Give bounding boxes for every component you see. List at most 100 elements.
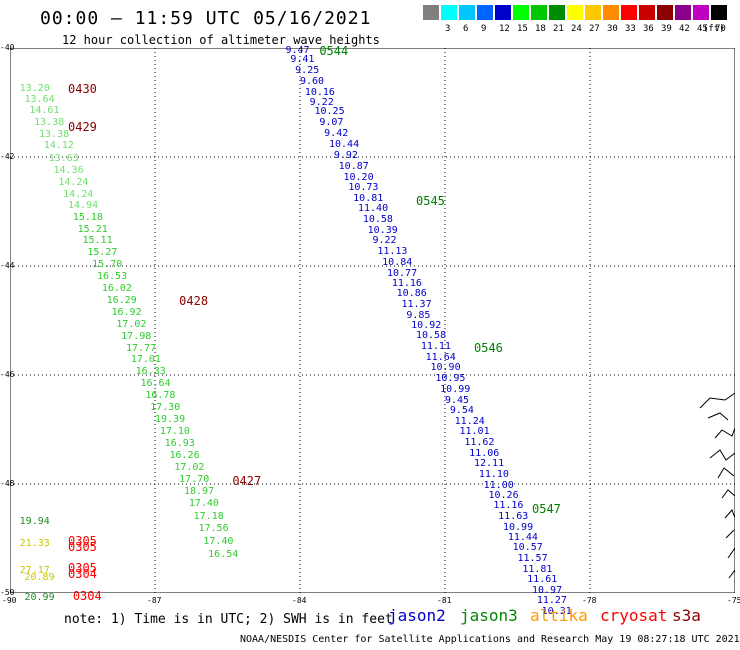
swh-value: 9.22: [372, 235, 397, 247]
legend-label: 33: [625, 24, 636, 34]
page-title: 00:00 – 11:59 UTC 05/16/2021: [40, 8, 372, 29]
swh-value: 16.54: [208, 548, 239, 560]
swh-value: 9.07: [319, 117, 344, 129]
swh-value: 13.63: [48, 152, 79, 164]
swh-value: 10.90: [430, 361, 461, 373]
swh-value: 11.40: [358, 203, 389, 215]
page-subtitle: 12 hour collection of altimeter wave hei…: [62, 33, 380, 47]
gridlines: [10, 48, 735, 593]
swh-value: 10.57: [512, 542, 543, 554]
legend-swatch: [621, 5, 637, 20]
swh-value: 17.18: [193, 510, 224, 522]
legend-label: 27: [589, 24, 600, 34]
swh-value: 10.31: [541, 606, 572, 618]
swh-value: 10.99: [503, 521, 534, 533]
legend-label: 9: [481, 24, 487, 34]
swh-value: 17.02: [116, 318, 147, 330]
swh-value: 10.84: [382, 256, 413, 268]
swh-value: 27.17: [19, 565, 50, 577]
swh-value: 11.62: [464, 437, 495, 449]
swh-value: 10.73: [348, 182, 379, 194]
legend-label: 21: [553, 24, 564, 34]
legend-swatch: [441, 5, 457, 20]
legend-swatch: [549, 5, 565, 20]
legend-label: 39: [661, 24, 672, 34]
legend-label: 3: [445, 24, 451, 34]
swh-value: 9.47: [285, 44, 310, 56]
swh-value: 15.18: [72, 212, 103, 224]
map-plot: 13.20 13.64 14.61 13.38 13.38 14.12 13.63 14.36…: [0, 43, 740, 617]
swh-value: 14.36: [53, 164, 84, 176]
swh-value: 14.12: [43, 140, 74, 152]
swh-value: 15.21: [77, 224, 108, 236]
time-label: 0429: [68, 120, 97, 135]
swh-value: 14.94: [68, 200, 99, 212]
legend-label: 36: [643, 24, 654, 34]
swh-value: 18.97: [184, 486, 215, 498]
swh-value: 10.95: [435, 372, 466, 384]
legend-swatch: [495, 5, 511, 20]
swh-value: 11.16: [493, 500, 524, 512]
time-label: 0427: [232, 474, 262, 489]
legend-label: 30: [607, 24, 618, 34]
legend-swatch: [711, 5, 727, 20]
swh-value: 11.06: [469, 448, 500, 460]
swh-value: 9.54: [449, 404, 474, 416]
legend-swatch: [459, 5, 475, 20]
legend-swatch: [477, 5, 493, 20]
satellite-legend-item: jason3: [460, 606, 518, 625]
swh-value: 10.77: [387, 267, 418, 279]
swh-value: 11.13: [377, 246, 408, 258]
swh-value: 17.30: [150, 401, 181, 413]
swh-value: 13.38: [39, 129, 70, 141]
lat-tick-label: -50: [0, 588, 15, 597]
lat-tick-label: -42: [0, 152, 15, 161]
swh-value: 16.29: [106, 294, 137, 306]
swh-value: 11.37: [401, 298, 432, 310]
time-label: 0545: [416, 193, 445, 208]
time-label: 0304: [68, 566, 97, 581]
time-label: 0546: [474, 340, 503, 355]
swh-value: 17.56: [198, 523, 229, 535]
swh-value: 19.94: [19, 516, 50, 528]
swh-value: 16.92: [111, 306, 142, 318]
swh-value: 21.33: [19, 537, 50, 549]
satellite-legend-item: jason2: [388, 606, 446, 625]
footer-note: note: 1) Time is in UTC; 2) SWH is in fe…: [64, 612, 393, 627]
swh-value: 11.01: [459, 426, 490, 438]
swh-value: 17.40: [188, 498, 219, 510]
legend-swatch: [423, 5, 439, 20]
swh-value: 16.53: [97, 270, 128, 282]
swh-value: 11.00: [483, 479, 514, 491]
lat-tick-label: -40: [0, 43, 15, 52]
swh-value: 10.39: [367, 224, 398, 236]
lon-tick-label: -90: [2, 596, 17, 605]
swh-value: 11.44: [507, 531, 538, 543]
swh-value: 10.20: [343, 171, 374, 183]
swh-value: 20.89: [24, 571, 55, 583]
swh-value: 17.40: [203, 536, 234, 548]
swh-value: 11.81: [522, 564, 553, 576]
legend-label: 70: [715, 24, 726, 34]
swh-value: 11.27: [536, 595, 567, 607]
swh-value: 17.70: [179, 474, 210, 486]
time-label: 0544: [319, 43, 349, 58]
legend-swatch: [639, 5, 655, 20]
swh-value: 10.58: [416, 330, 447, 342]
lon-tick-label: -81: [437, 596, 452, 605]
time-label: 0547: [532, 501, 561, 516]
swh-value: 10.25: [314, 106, 345, 118]
swh-value: 16.26: [169, 449, 200, 461]
time-label: 0305: [68, 561, 97, 576]
swh-value: 10.87: [338, 160, 369, 172]
swh-value: 9.42: [324, 128, 349, 140]
swh-value: 19.39: [155, 413, 186, 425]
lat-tick-label: -48: [0, 479, 15, 488]
time-label: 0428: [179, 294, 209, 309]
legend-swatch: [513, 5, 529, 20]
swh-value: 17.77: [126, 342, 157, 354]
time-label: 0430: [68, 81, 97, 96]
swh-value: 9.41: [290, 53, 315, 65]
swh-value: 16.64: [140, 378, 171, 390]
swh-value: 10.26: [488, 489, 519, 501]
